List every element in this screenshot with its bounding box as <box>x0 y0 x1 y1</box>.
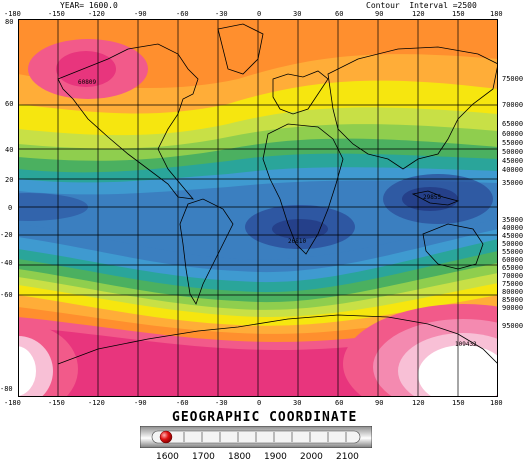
legend-label: 80000 <box>502 288 523 296</box>
bottom-lon-tick: 30 <box>293 399 302 407</box>
indonesia-outline <box>411 190 460 206</box>
top-lon-tick: 150 <box>452 10 465 18</box>
lat-tick: -80 <box>0 385 13 393</box>
contour-interval-label: Contour Interval =2500 <box>366 1 477 10</box>
legend-label: 70000 <box>502 272 523 280</box>
south-america-outline <box>179 198 234 305</box>
legend-label: 65000 <box>502 120 523 128</box>
legend-label: 60000 <box>502 130 523 138</box>
bottom-lon-tick: 90 <box>375 399 384 407</box>
legend-label: 40000 <box>502 166 523 174</box>
bottom-lon-tick: -60 <box>176 399 189 407</box>
lat-tick: 40 <box>5 146 14 154</box>
legend-label: 40000 <box>502 224 523 232</box>
slider-label: 2000 <box>300 452 323 462</box>
bottom-lon-tick: 0 <box>257 399 262 407</box>
high-southwest-3 <box>18 346 36 396</box>
footer-title: GEOGRAPHIC COORDINATE <box>172 410 358 425</box>
latitude-axis: 80 60 40 20 0 -20 -40 -60 -80 <box>0 18 18 398</box>
top-lon-tick: -120 <box>88 10 105 18</box>
contour-map: 60809 26810 29855 109432 <box>18 19 498 397</box>
lat-tick: 20 <box>5 176 14 184</box>
legend-label: 50000 <box>502 240 523 248</box>
north-america-outline <box>57 43 199 200</box>
top-lon-tick: 30 <box>293 10 302 18</box>
top-lon-tick: 120 <box>412 10 425 18</box>
legend-label: 85000 <box>502 296 523 304</box>
top-lon-tick: 60 <box>335 10 344 18</box>
lat-tick: -60 <box>0 291 13 299</box>
min-africa-label: 26810 <box>288 238 306 245</box>
slider-label: 1700 <box>192 452 215 462</box>
legend-label: 55000 <box>502 248 523 256</box>
top-lon-tick: -180 <box>4 10 21 18</box>
top-lon-tick: -60 <box>176 10 189 18</box>
legend-label: 75000 <box>502 75 523 83</box>
lat-tick: -40 <box>0 259 13 267</box>
max-north-label: 60809 <box>78 79 96 86</box>
map-border <box>18 19 498 397</box>
europe-outline <box>272 70 329 115</box>
legend-label: 95000 <box>502 322 523 330</box>
legend-label: 90000 <box>502 304 523 312</box>
bottom-lon-tick: 60 <box>335 399 344 407</box>
africa-outline <box>262 123 344 255</box>
contour-legend: 75000 70000 65000 60000 55000 50000 4500… <box>500 75 523 330</box>
legend-label: 70000 <box>502 101 523 109</box>
lat-tick: 80 <box>5 18 14 26</box>
lat-tick: 0 <box>8 204 13 212</box>
antarctica-outline <box>57 314 498 365</box>
bottom-lon-tick: -150 <box>48 399 65 407</box>
slider-label: 1800 <box>228 452 251 462</box>
bottom-lon-tick: 120 <box>412 399 425 407</box>
lat-tick: 60 <box>5 100 14 108</box>
max-south-label: 109432 <box>455 341 477 348</box>
slider-label: 2100 <box>336 452 359 462</box>
australia-outline <box>422 223 484 270</box>
legend-label: 45000 <box>502 157 523 165</box>
greenland-outline <box>217 23 264 75</box>
legend-label: 35000 <box>502 179 523 187</box>
coastlines <box>57 23 498 365</box>
lat-tick: -20 <box>0 231 13 239</box>
legend-label: 55000 <box>502 139 523 147</box>
top-lon-tick: -90 <box>134 10 147 18</box>
slider-label: 1900 <box>264 452 287 462</box>
legend-label: 45000 <box>502 232 523 240</box>
top-lon-tick: -150 <box>48 10 65 18</box>
bottom-lon-tick: 180 <box>490 399 503 407</box>
top-lon-tick: 90 <box>375 10 384 18</box>
slider-knob[interactable] <box>159 430 173 444</box>
slider-ticks <box>165 432 347 442</box>
slider-labels: 1600 1700 1800 1900 2000 2100 <box>150 452 370 464</box>
legend-label: 50000 <box>502 148 523 156</box>
top-lon-tick: 0 <box>257 10 262 18</box>
bottom-lon-tick: 150 <box>452 399 465 407</box>
legend-label: 75000 <box>502 280 523 288</box>
high-north-inner <box>56 51 116 87</box>
slider-track[interactable] <box>139 425 373 449</box>
top-longitude-axis: -180 -150 -120 -90 -60 -30 0 30 60 90 12… <box>0 10 523 20</box>
year-slider[interactable] <box>139 425 373 449</box>
legend-label: 60000 <box>502 256 523 264</box>
asia-outline <box>327 46 498 170</box>
bottom-lon-tick: -180 <box>4 399 21 407</box>
year-label: YEAR= 1600.0 <box>60 1 118 10</box>
low-africa-inner <box>272 219 328 239</box>
top-lon-tick: 180 <box>490 10 503 18</box>
bottom-lon-tick: -30 <box>215 399 228 407</box>
bottom-lon-tick: -90 <box>134 399 147 407</box>
grid-lines <box>18 19 498 397</box>
legend-label: 65000 <box>502 264 523 272</box>
slider-label: 1600 <box>156 452 179 462</box>
legend-label: 35000 <box>502 216 523 224</box>
min-pacific-label: 29855 <box>423 194 441 201</box>
top-lon-tick: -30 <box>215 10 228 18</box>
bottom-lon-tick: -120 <box>88 399 105 407</box>
bottom-longitude-axis: -180 -150 -120 -90 -60 -30 0 30 60 90 12… <box>0 399 523 409</box>
